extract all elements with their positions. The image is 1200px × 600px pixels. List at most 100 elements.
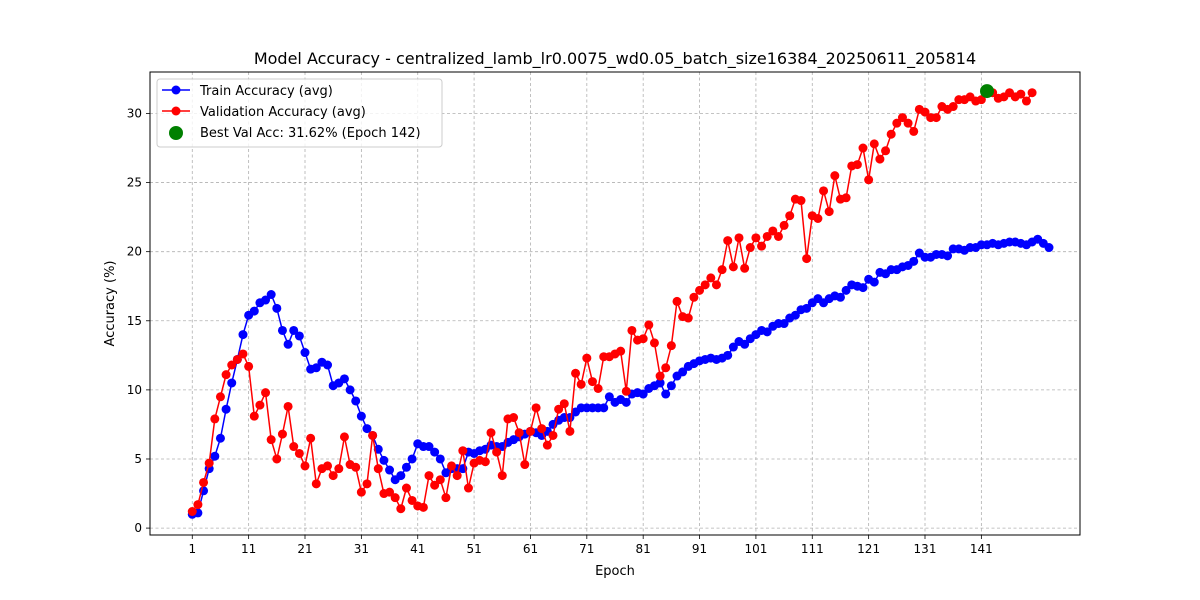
y-tick-label: 0 [134, 521, 142, 535]
series-0 [187, 234, 1054, 519]
train-accuracy-point [621, 397, 631, 407]
validation-accuracy-point [909, 126, 919, 136]
validation-accuracy-point [881, 146, 891, 156]
validation-accuracy-point [390, 493, 400, 503]
y-tick-label: 30 [127, 106, 142, 120]
validation-accuracy-point [711, 280, 721, 290]
validation-accuracy-point [768, 226, 778, 236]
legend-best-label: Best Val Acc: 31.62% (Epoch 142) [200, 126, 421, 141]
validation-accuracy-point [542, 440, 552, 450]
train-accuracy-point [283, 339, 293, 349]
x-tick-label: 141 [970, 542, 993, 556]
train-accuracy-point [385, 465, 395, 475]
train-accuracy-point [401, 462, 411, 472]
validation-accuracy-point [272, 454, 282, 464]
x-tick-label: 91 [692, 542, 707, 556]
validation-accuracy-point [232, 354, 242, 364]
validation-accuracy-point [886, 129, 896, 139]
validation-accuracy-point [875, 154, 885, 164]
legend-box [156, 78, 443, 148]
validation-accuracy-point [525, 426, 535, 436]
train-accuracy-point [289, 325, 299, 335]
y-tick-label: 25 [127, 176, 142, 190]
train-accuracy-point [300, 348, 310, 358]
x-tick-label: 71 [579, 542, 594, 556]
validation-accuracy-point [751, 233, 761, 243]
validation-accuracy-point [576, 379, 586, 389]
train-accuracy-point [356, 411, 366, 421]
validation-accuracy-point [897, 113, 907, 123]
y-tick-label: 5 [134, 452, 142, 466]
train-accuracy-point [277, 325, 287, 335]
y-tick-label: 20 [127, 245, 142, 259]
train-accuracy-point [858, 283, 868, 293]
train-accuracy-point [779, 319, 789, 329]
validation-accuracy-point [683, 313, 693, 323]
train-accuracy-point [272, 303, 282, 313]
validation-accuracy-point [289, 442, 299, 452]
validation-accuracy-point [537, 424, 547, 434]
validation-accuracy-point [723, 236, 733, 246]
validation-accuracy-point [644, 320, 654, 330]
legend-best-marker [169, 126, 183, 140]
train-accuracy-point [728, 342, 738, 352]
validation-accuracy-point [441, 493, 451, 503]
tick-layer: 1 11 21 31 41 51 61 71 81 91 101 111 121 131 141051015… [127, 106, 993, 556]
validation-accuracy-point [1027, 88, 1037, 98]
train-accuracy-point [435, 454, 445, 464]
x-tick-label: 51 [466, 542, 481, 556]
validation-accuracy-point [368, 430, 378, 440]
validation-accuracy-point [452, 471, 462, 481]
train-accuracy-point [339, 374, 349, 384]
validation-accuracy-point [255, 400, 265, 410]
validation-accuracy-point [356, 487, 366, 497]
validation-accuracy-point [199, 477, 209, 487]
validation-accuracy-point [277, 429, 287, 439]
validation-accuracy-point [362, 479, 372, 489]
x-tick-label: 121 [857, 542, 880, 556]
validation-accuracy-point [238, 349, 248, 359]
validation-accuracy-point [458, 446, 468, 456]
train-accuracy-point [351, 396, 361, 406]
validation-accuracy-point [351, 462, 361, 472]
train-accuracy-point [869, 277, 879, 287]
validation-accuracy-point [672, 296, 682, 306]
validation-accuracy-point [655, 371, 665, 381]
validation-accuracy-point [920, 107, 930, 117]
train-accuracy-point [261, 295, 271, 305]
train-accuracy-point [311, 363, 321, 373]
grid-layer [150, 72, 1080, 535]
y-axis-label: Accuracy (%) [103, 261, 118, 347]
validation-accuracy-point [745, 243, 755, 253]
validation-accuracy-point [700, 280, 710, 290]
validation-accuracy-point [492, 447, 502, 457]
train-accuracy-point [943, 251, 953, 261]
validation-accuracy-point [554, 404, 564, 414]
train-accuracy-point [379, 455, 389, 465]
train-accuracy-point [227, 378, 237, 388]
validation-accuracy-point [300, 461, 310, 471]
validation-accuracy-point [323, 461, 333, 471]
train-accuracy-point [215, 433, 225, 443]
train-accuracy-point [678, 367, 688, 377]
validation-accuracy-point [447, 461, 457, 471]
validation-accuracy-point [221, 370, 231, 380]
validation-accuracy-point [514, 428, 524, 438]
validation-accuracy-point [509, 413, 519, 423]
validation-accuracy-point [869, 139, 879, 149]
validation-accuracy-point [486, 428, 496, 438]
legend-train-label: Train Accuracy (avg) [199, 84, 333, 99]
validation-accuracy-point [689, 292, 699, 302]
train-accuracy-point [802, 303, 812, 313]
validation-accuracy-point [435, 475, 445, 485]
train-accuracy-point [740, 339, 750, 349]
validation-accuracy-point [779, 220, 789, 230]
x-tick-label: 41 [410, 542, 425, 556]
y-tick-label: 15 [127, 314, 142, 328]
legend-train-marker [171, 85, 181, 95]
validation-accuracy-point [717, 265, 727, 275]
validation-accuracy-point [548, 430, 558, 440]
legend-val-label: Validation Accuracy (avg) [200, 105, 366, 120]
validation-accuracy-point [187, 507, 197, 516]
validation-accuracy-point [571, 368, 581, 378]
